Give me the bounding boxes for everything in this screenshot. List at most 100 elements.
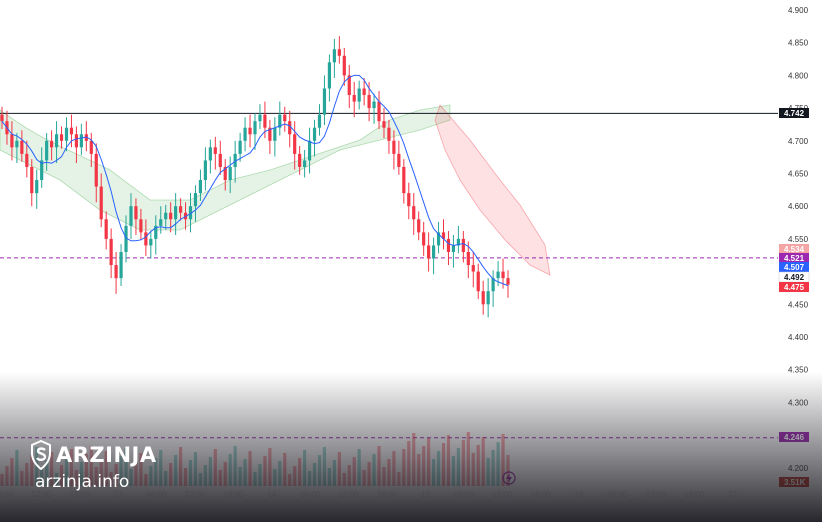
candle-body xyxy=(15,140,19,148)
volume-bar xyxy=(402,449,406,486)
price-tick-label: 4.350 xyxy=(788,366,809,375)
time-tick-label: 12:00 xyxy=(646,490,667,499)
volume-bar xyxy=(436,451,441,486)
candle-body xyxy=(362,88,366,96)
volume-bar xyxy=(0,474,4,486)
candle-body xyxy=(337,49,341,56)
candle-body xyxy=(357,88,361,102)
candle-body xyxy=(456,238,460,246)
candle-body xyxy=(25,153,29,167)
volume-bar xyxy=(278,461,282,486)
volume-bar xyxy=(298,458,302,486)
candle-body xyxy=(114,265,118,279)
time-tick-label: 14 xyxy=(267,490,276,499)
candle-body xyxy=(283,114,287,122)
volume-bar xyxy=(159,450,163,486)
volume-bar xyxy=(377,446,381,486)
volume-bar xyxy=(243,459,247,486)
volume-bar xyxy=(218,470,222,486)
candle-body xyxy=(486,291,490,305)
candle-body xyxy=(327,62,332,89)
price-tag-label: 4.742 xyxy=(784,109,805,118)
volume-bar xyxy=(372,454,376,486)
candle-body xyxy=(268,127,272,141)
time-tick-label: 06:00 xyxy=(607,490,628,499)
candle-body xyxy=(99,186,103,220)
candle-body xyxy=(402,166,406,194)
volume-bar xyxy=(461,440,465,486)
price-tick-label: 4.650 xyxy=(788,170,809,179)
volume-bar xyxy=(422,446,426,486)
volume-bar xyxy=(491,450,495,486)
price-tick-label: 4.550 xyxy=(788,235,809,244)
candle-body xyxy=(188,206,193,220)
time-tick-label: 18:00 xyxy=(531,490,552,499)
candle-body xyxy=(506,278,510,285)
candle-body xyxy=(233,153,237,167)
candle-body xyxy=(59,134,64,141)
candle-body xyxy=(377,101,381,122)
candle-body xyxy=(466,251,470,266)
time-tick-label: 16 xyxy=(575,490,584,499)
candle-body xyxy=(174,206,178,220)
price-tag-label: 4.475 xyxy=(784,283,805,292)
volume-bar xyxy=(476,445,480,486)
price-tick-label: 4.900 xyxy=(788,6,809,15)
candle-body xyxy=(322,88,327,115)
candle-body xyxy=(159,219,163,226)
volume-bar xyxy=(392,451,396,486)
candles-group xyxy=(0,36,510,318)
volume-bar xyxy=(268,448,272,486)
volume-bar xyxy=(451,456,456,486)
volume-bar xyxy=(198,473,203,486)
volume-bar xyxy=(466,432,470,486)
volume-bar xyxy=(431,459,436,486)
volume-bar xyxy=(317,455,322,486)
candle-body xyxy=(501,271,505,279)
candle-body xyxy=(30,166,34,194)
volume-bar xyxy=(25,463,29,486)
candle-body xyxy=(382,121,386,128)
volume-bar xyxy=(312,463,317,486)
candle-body xyxy=(307,140,312,161)
volume-bar xyxy=(387,459,391,486)
candle-body xyxy=(213,147,217,154)
time-tick-label: 18:00 xyxy=(223,490,244,499)
volume-bar xyxy=(303,450,307,486)
candle-body xyxy=(144,232,148,246)
candle-body xyxy=(342,55,346,76)
volume-bar xyxy=(174,455,178,486)
candle-body xyxy=(263,114,267,128)
volume-bar xyxy=(407,441,411,486)
candle-body xyxy=(0,114,4,122)
volume-bar xyxy=(327,468,332,486)
price-tick-label: 4.450 xyxy=(788,300,809,309)
time-tick-label: 12:00 xyxy=(185,490,206,499)
volume-bar xyxy=(288,474,292,486)
candle-body xyxy=(481,291,485,305)
volume-bar xyxy=(273,469,277,486)
candle-body xyxy=(129,206,133,226)
candle-body xyxy=(496,271,500,279)
candle-body xyxy=(392,140,396,154)
volume-bar xyxy=(456,448,460,486)
candle-body xyxy=(298,153,302,167)
volume-bar xyxy=(417,454,421,486)
volume-bar xyxy=(427,438,431,486)
candle-body xyxy=(109,238,113,266)
candle-body xyxy=(64,127,69,141)
candle-body xyxy=(397,153,401,167)
candle-body xyxy=(248,127,252,135)
candle-body xyxy=(317,114,322,128)
price-tag xyxy=(779,253,809,263)
volume-bar xyxy=(188,460,193,486)
volume-bar xyxy=(347,465,351,486)
candle-body xyxy=(74,134,79,148)
volume-bar xyxy=(263,456,267,486)
candle-body xyxy=(446,238,451,252)
candle-body xyxy=(303,160,307,167)
price-tag xyxy=(779,108,809,118)
volume-bar xyxy=(283,453,287,486)
candle-body xyxy=(35,180,39,194)
candle-body xyxy=(278,114,282,128)
